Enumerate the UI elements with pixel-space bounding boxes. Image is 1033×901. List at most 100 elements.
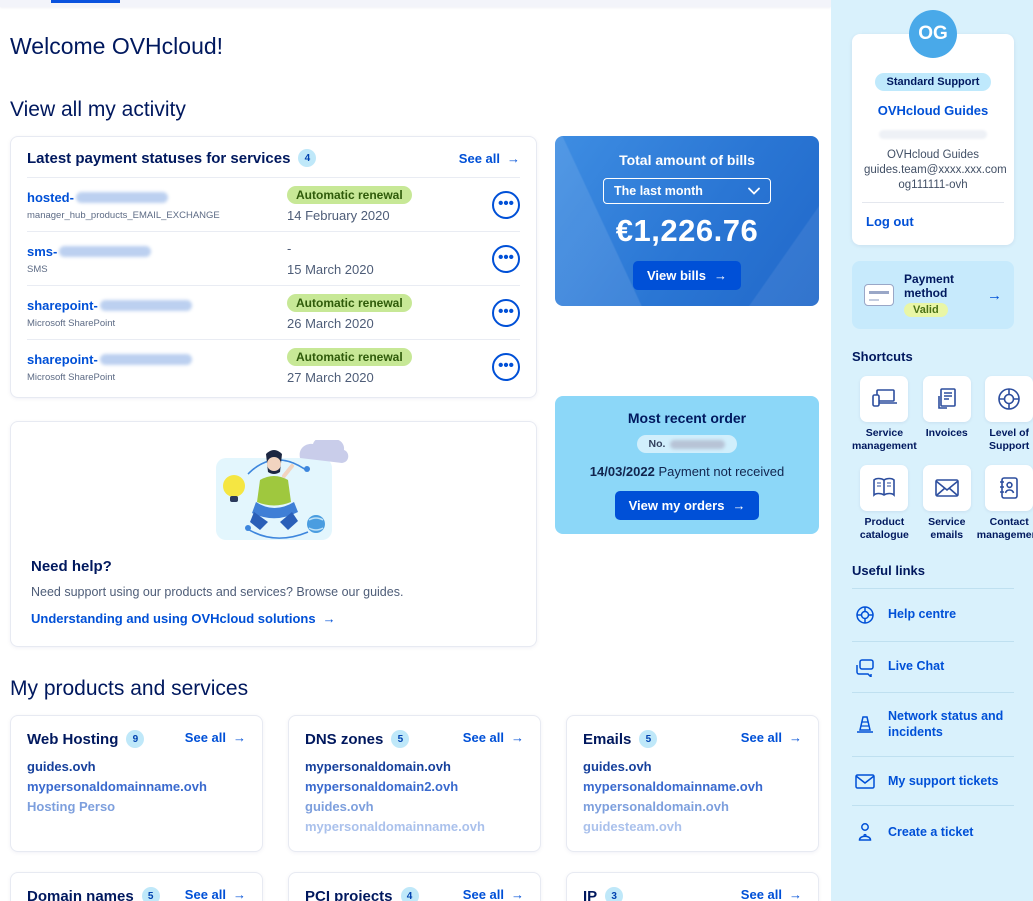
support-level-badge: Standard Support	[874, 73, 992, 91]
renewal-date: 14 February 2020	[287, 208, 390, 223]
product-item-link[interactable]: mypersonaldomain2.ovh	[305, 779, 459, 794]
service-name-prefix: sharepoint-	[27, 351, 98, 367]
logout-link[interactable]: Log out	[866, 214, 914, 229]
arrow-right-icon	[511, 887, 524, 901]
service-link[interactable]: sharepoint-	[27, 352, 192, 367]
status-cell: Automatic renewal 27 March 2020	[287, 348, 472, 385]
see-all-label: See all	[184, 730, 226, 745]
product-see-all-link[interactable]: See all	[185, 887, 246, 901]
view-orders-label: View my orders	[628, 498, 725, 513]
useful-link-label: Create a ticket	[888, 824, 974, 839]
row-actions-button[interactable]: •••	[492, 190, 520, 219]
service-cell: sms- SMS	[27, 243, 287, 275]
service-link[interactable]: sharepoint-	[27, 298, 192, 313]
arrow-right-icon	[233, 887, 246, 901]
shortcut-label: Contact management	[976, 516, 1033, 542]
useful-links-title: Useful links	[852, 562, 925, 578]
traffic-cone-icon	[854, 713, 876, 735]
product-item-list: mypersonaldomain.ovh mypersonaldomain2.o…	[305, 759, 524, 834]
product-title: Domain names	[27, 887, 134, 901]
product-title: IP	[583, 887, 598, 901]
product-card-dns-zones: DNS zones 5 See all mypersonaldomain.ovh…	[288, 715, 541, 852]
lifebuoy-icon	[854, 604, 876, 626]
arrow-right-icon	[789, 887, 802, 901]
payment-method-card[interactable]: Payment method Valid	[852, 261, 1014, 329]
chevron-down-icon	[748, 187, 760, 195]
product-item-link[interactable]: Hosting Perso	[27, 799, 116, 814]
service-sublabel: Microsoft SharePoint	[27, 371, 116, 383]
product-item-list: guides.ovh mypersonaldomainname.ovh mype…	[583, 759, 802, 834]
link-live-chat[interactable]: Live Chat	[852, 640, 1014, 692]
link-create-ticket[interactable]: Create a ticket	[852, 805, 1014, 858]
shortcut-contact-management[interactable]: Contact management	[977, 465, 1033, 542]
service-name-prefix: hosted-	[27, 189, 74, 205]
product-see-all-link[interactable]: See all	[741, 730, 802, 745]
product-item-link[interactable]: mypersonaldomain.ovh	[583, 799, 729, 814]
link-support-tickets[interactable]: My support tickets	[852, 756, 1014, 805]
product-title-group: IP 3	[583, 887, 624, 901]
product-card-pci-projects: PCI projects 4 See all OVHcloud guides O…	[288, 872, 541, 901]
view-bills-button[interactable]: View bills	[632, 261, 741, 290]
guides-link[interactable]: Understanding and using OVHcloud solutio…	[31, 611, 336, 626]
shortcut-service-management[interactable]: Service management	[852, 376, 917, 453]
product-item-link[interactable]: mypersonaldomainname.ovh	[27, 779, 207, 794]
help-illustration	[31, 440, 516, 548]
shortcut-product-catalogue[interactable]: Product catalogue	[852, 465, 917, 542]
payment-method-info: Payment method Valid	[904, 272, 977, 318]
product-item-link[interactable]: guidesteam.ovh	[583, 819, 682, 834]
list-item: mypersonaldomain2.ovh	[305, 779, 524, 794]
page-title: Welcome OVHcloud!	[10, 33, 224, 59]
product-item-link[interactable]: guides.ovh	[583, 759, 652, 774]
main-content: Welcome OVHcloud! View all my activity L…	[0, 0, 831, 901]
payment-statuses-card: Latest payment statuses for services 4 S…	[10, 136, 537, 398]
service-cell: sharepoint- Microsoft SharePoint	[27, 297, 287, 329]
product-see-all-link[interactable]: See all	[185, 730, 246, 745]
link-help-centre[interactable]: Help centre	[852, 587, 1014, 641]
service-link[interactable]: sms-	[27, 243, 152, 259]
service-name-prefix: sms-	[27, 243, 58, 259]
shortcut-level-of-support[interactable]: Level of Support	[977, 376, 1033, 453]
service-sublabel: Microsoft SharePoint	[27, 317, 116, 329]
list-item: mypersonaldomain.ovh	[305, 759, 524, 774]
product-item-link[interactable]: guides.ovh	[27, 759, 96, 774]
ellipsis-icon: •••	[498, 303, 514, 320]
products-grid: Web Hosting 9 See all guides.ovh myperso…	[10, 715, 819, 901]
view-orders-button[interactable]: View my orders	[614, 491, 760, 520]
arrow-right-icon	[507, 151, 520, 166]
account-name-link[interactable]: OVHcloud Guides	[877, 103, 989, 118]
payments-see-all-link[interactable]: See all	[459, 151, 520, 166]
service-name-prefix: sharepoint-	[27, 297, 98, 313]
status-cell: Automatic renewal 14 February 2020	[287, 186, 472, 223]
product-item-link[interactable]: mypersonaldomainname.ovh	[305, 819, 485, 834]
payment-row: sms- SMS - 15 March 2020 •••	[27, 231, 520, 285]
product-card-header: Web Hosting 9 See all	[27, 730, 246, 748]
product-title: DNS zones	[305, 730, 384, 748]
product-see-all-link[interactable]: See all	[463, 887, 524, 901]
row-actions-button[interactable]: •••	[492, 244, 520, 273]
renewal-date: 27 March 2020	[287, 370, 374, 385]
bills-period-select[interactable]: The last month	[603, 178, 771, 204]
envelope-icon	[922, 465, 971, 512]
row-actions-button[interactable]: •••	[492, 298, 520, 327]
product-item-link[interactable]: mypersonaldomainname.ovh	[583, 779, 763, 794]
product-item-link[interactable]: guides.ovh	[305, 799, 374, 814]
product-see-all-link[interactable]: See all	[741, 887, 802, 901]
payment-row: hosted- manager_hub_products_EMAIL_EXCHA…	[27, 177, 520, 231]
arrow-right-icon	[233, 730, 246, 745]
shortcut-service-emails[interactable]: Service emails	[922, 465, 971, 542]
product-title-group: DNS zones 5	[305, 730, 410, 748]
activity-left-column: Latest payment statuses for services 4 S…	[10, 136, 537, 647]
recent-order-card: Most recent order No. 14/03/2022 Payment…	[555, 396, 819, 534]
row-actions-button[interactable]: •••	[492, 352, 520, 381]
payments-title-group: Latest payment statuses for services 4	[27, 149, 317, 167]
link-network-status[interactable]: Network status and incidents	[852, 691, 1014, 757]
list-item: mypersonaldomainname.ovh	[583, 779, 802, 794]
shortcut-invoices[interactable]: Invoices	[922, 376, 971, 453]
product-card-ip: IP 3 See all ip-	[566, 872, 819, 901]
product-count-badge: 3	[605, 887, 624, 901]
service-link[interactable]: hosted-	[27, 190, 168, 205]
product-title-group: PCI projects 4	[305, 887, 419, 901]
product-item-link[interactable]: mypersonaldomain.ovh	[305, 759, 451, 774]
product-see-all-link[interactable]: See all	[463, 730, 524, 745]
